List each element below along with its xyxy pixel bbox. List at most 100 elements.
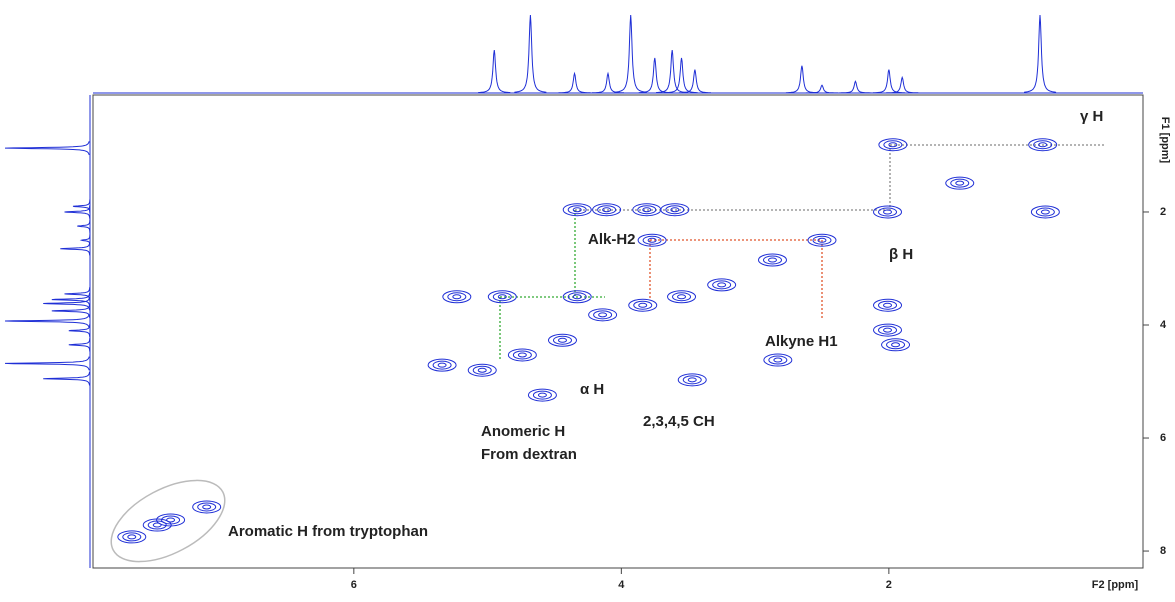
- cross-peak-contour: [873, 323, 903, 337]
- top-projection-peak: [886, 75, 919, 94]
- cross-peak-contour: [878, 300, 898, 310]
- cross-peak-contour: [192, 500, 222, 514]
- cross-peak-contour: [878, 207, 898, 217]
- cross-peak-contour: [707, 278, 737, 292]
- cross-peak-contour: [487, 290, 517, 304]
- cross-peak-contour: [1038, 142, 1048, 148]
- annotation: γ H: [1080, 108, 1103, 125]
- cross-peak-contour: [773, 357, 783, 363]
- y-axis-label: F1 [ppm]: [1159, 117, 1171, 164]
- cross-peak-contour: [427, 358, 457, 372]
- y-tick-label: 6: [1160, 432, 1166, 444]
- top-projection-peak: [591, 71, 624, 94]
- cross-peak-contour: [945, 176, 975, 190]
- cross-peak-contour: [1030, 205, 1060, 219]
- cross-peak-contour: [497, 294, 507, 300]
- left-projection-peak: [4, 141, 90, 156]
- cross-peak-contour: [447, 292, 467, 302]
- left-projection-peak: [72, 199, 91, 214]
- cross-peak-contour: [660, 203, 690, 217]
- annotation: Aromatic H from tryptophan: [228, 523, 428, 540]
- cross-peak-contour: [647, 237, 657, 243]
- cross-peak-contour: [1040, 209, 1050, 215]
- left-projection-peak: [51, 304, 91, 318]
- cross-peak-contour: [768, 355, 788, 365]
- plot-frame: [92, 94, 1144, 569]
- left-projection-peak: [64, 205, 91, 219]
- cross-peak-contour: [628, 298, 658, 312]
- top-projection-peak: [1024, 14, 1057, 93]
- cross-peak-contour: [572, 207, 582, 213]
- cross-peak-contour: [807, 233, 837, 247]
- cross-peak-contour: [1033, 140, 1053, 150]
- cross-peak-contour: [562, 203, 592, 217]
- cross-peak-contour: [197, 502, 217, 512]
- cross-peak-contour: [883, 327, 893, 333]
- cross-peak-contour: [507, 348, 537, 362]
- left-projection-peak: [79, 233, 91, 247]
- cross-peak-contour: [547, 333, 577, 347]
- cross-peak-contour: [682, 375, 702, 385]
- cross-peak-contour: [873, 205, 903, 219]
- cross-peak-contour: [588, 308, 618, 322]
- annotation: 2,3,4,5 CH: [643, 413, 715, 430]
- highlight-ellipse: [110, 479, 226, 563]
- cross-peak-contour: [517, 352, 527, 358]
- annotation: Alkyne H1: [765, 333, 838, 350]
- cross-peak-contour: [633, 300, 653, 310]
- cross-peak-contour: [442, 290, 472, 304]
- top-projection-peak: [785, 65, 818, 94]
- left-projection-peak: [4, 356, 90, 371]
- cross-peak-contour: [562, 290, 592, 304]
- cross-peak-contour: [763, 353, 793, 367]
- cross-peak-contour: [472, 365, 492, 375]
- cross-peak-contour: [667, 290, 697, 304]
- left-projection-peak: [43, 371, 90, 386]
- cross-peak-contour: [677, 294, 687, 300]
- top-projection-peak: [656, 50, 689, 94]
- cross-peak-contour: [432, 360, 452, 370]
- cross-peak-contour: [152, 522, 162, 528]
- cross-peak-contour: [527, 388, 557, 402]
- annotation: From dextran: [481, 446, 577, 463]
- cross-peak-contour: [637, 233, 667, 247]
- cross-peak-contour: [166, 517, 176, 523]
- cross-peak-contour: [467, 363, 497, 377]
- top-projection-peak: [665, 57, 698, 94]
- y-tick-label: 2: [1160, 206, 1166, 218]
- cross-peak-contour: [817, 237, 827, 243]
- cross-peak-contour: [637, 205, 657, 215]
- cross-peak-contour: [757, 253, 787, 267]
- cross-peak-contour: [873, 298, 903, 312]
- cross-peak-contour: [437, 362, 447, 368]
- x-tick-label: 4: [618, 579, 625, 591]
- cross-peak-contour: [642, 207, 652, 213]
- cross-peak-contour: [677, 373, 707, 387]
- x-tick-label: 6: [351, 579, 357, 591]
- cross-peak-contour: [687, 377, 697, 383]
- top-projection-peak: [678, 69, 711, 94]
- cross-peak-contour: [1028, 138, 1058, 152]
- cross-peak-contour: [712, 280, 732, 290]
- cross-peak-contour: [955, 180, 965, 186]
- cross-peak-contour: [672, 292, 692, 302]
- cross-peak-contour: [598, 312, 608, 318]
- cross-peak-contour: [638, 302, 648, 308]
- x-axis-label: F2 [ppm]: [1092, 579, 1139, 591]
- cross-peak-contour: [950, 178, 970, 188]
- cross-peak-contour: [593, 310, 613, 320]
- left-projection-peak: [64, 287, 91, 301]
- cross-peak-contour: [602, 207, 612, 213]
- left-projection-peak: [60, 241, 91, 256]
- cross-peak-contour: [567, 205, 587, 215]
- x-tick-label: 2: [886, 579, 892, 591]
- cross-peak-contour: [1035, 207, 1055, 217]
- left-projection-peak: [51, 292, 91, 307]
- cross-peak-contour: [886, 340, 906, 350]
- top-projection-peak: [478, 50, 511, 94]
- annotation: Alk-H2: [588, 231, 636, 248]
- cross-peak-contour: [762, 255, 782, 265]
- cross-peak-contour: [592, 203, 622, 217]
- cross-peak-contour: [477, 367, 487, 373]
